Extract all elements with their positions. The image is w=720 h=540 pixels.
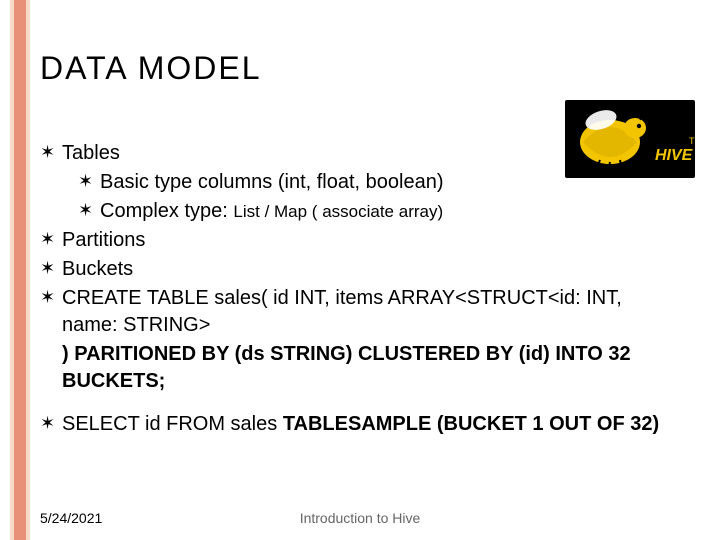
- footer-date: 5/24/2021: [40, 510, 102, 526]
- bullet-text: Basic type columns (int, float, boolean): [100, 169, 680, 196]
- svg-text:TM: TM: [689, 136, 695, 146]
- bullet-partitions: ✶ Partitions: [40, 227, 680, 254]
- bullet-text: Buckets: [62, 256, 680, 283]
- bullet-text: Partitions: [62, 227, 680, 254]
- bullet-marker-icon: ✶: [40, 285, 62, 309]
- bullet-text: SELECT id FROM sales TABLESAMPLE (BUCKET…: [62, 411, 680, 438]
- bullet-marker-icon: ✶: [40, 227, 62, 251]
- bullet-tables: ✶ Tables: [40, 140, 680, 167]
- bullet-select: ✶ SELECT id FROM sales TABLESAMPLE (BUCK…: [40, 411, 680, 438]
- accent-bar: [10, 0, 30, 540]
- text-part-small: List / Map ( associate array): [233, 202, 443, 221]
- accent-dark: [14, 0, 26, 540]
- slide-title: DATA MODEL: [40, 50, 262, 87]
- bullet-marker-icon: ✶: [78, 169, 100, 193]
- bullet-marker-icon: ✶: [40, 256, 62, 280]
- bullet-buckets: ✶ Buckets: [40, 256, 680, 283]
- create-table-cont: ) PARITIONED BY (ds STRING) CLUSTERED BY…: [62, 341, 680, 395]
- bullet-create-table: ✶ CREATE TABLE sales( id INT, items ARRA…: [40, 285, 680, 339]
- footer-title: Introduction to Hive: [300, 510, 421, 526]
- bullet-marker-icon: ✶: [78, 198, 100, 222]
- bullet-complex-type: ✶ Complex type: List / Map ( associate a…: [78, 198, 680, 225]
- text-part: SELECT id FROM sales: [62, 413, 283, 435]
- accent-light: [10, 0, 30, 540]
- bullet-text: Tables: [62, 140, 680, 167]
- bullet-marker-icon: ✶: [40, 140, 62, 164]
- bullet-text: Complex type: List / Map ( associate arr…: [100, 198, 680, 225]
- bullet-marker-icon: ✶: [40, 411, 62, 435]
- content-block: ✶ Tables ✶ Basic type columns (int, floa…: [40, 140, 680, 440]
- bullet-text: CREATE TABLE sales( id INT, items ARRAY<…: [62, 285, 680, 339]
- bullet-basic-type: ✶ Basic type columns (int, float, boolea…: [78, 169, 680, 196]
- text-part: Complex type:: [100, 200, 233, 222]
- text-part-bold: TABLESAMPLE (BUCKET 1 OUT OF 32): [283, 413, 659, 435]
